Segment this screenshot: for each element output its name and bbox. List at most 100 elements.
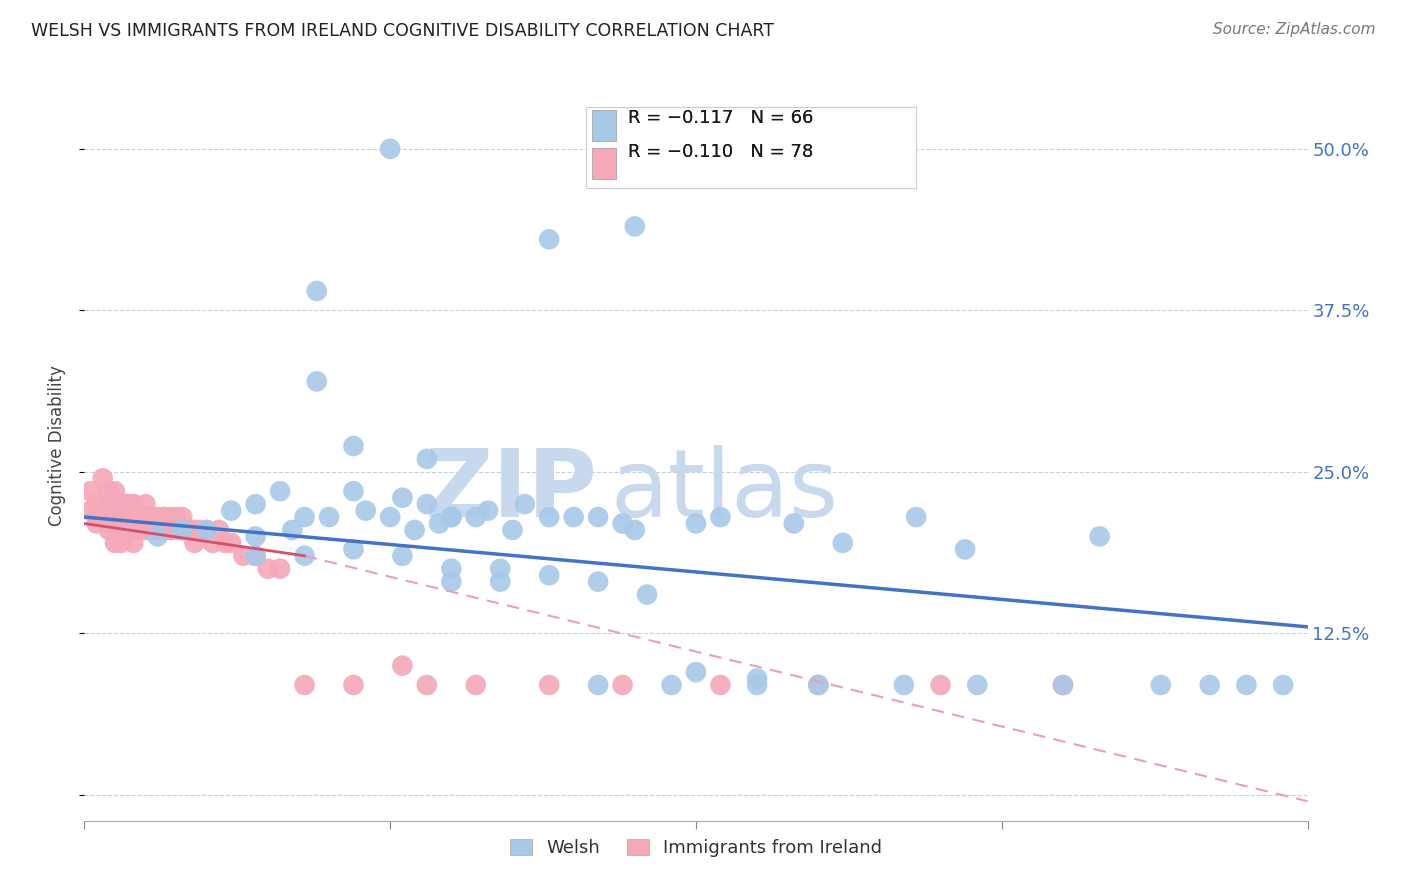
Point bbox=[201, 536, 224, 550]
Point bbox=[104, 510, 127, 524]
Point bbox=[661, 678, 683, 692]
Point bbox=[294, 510, 316, 524]
Point bbox=[97, 510, 120, 524]
Point bbox=[172, 523, 194, 537]
Point bbox=[281, 523, 304, 537]
Point bbox=[953, 542, 976, 557]
Point bbox=[342, 439, 364, 453]
Point bbox=[269, 484, 291, 499]
Point bbox=[153, 523, 176, 537]
Text: R = −0.117   N = 66: R = −0.117 N = 66 bbox=[628, 109, 814, 127]
Point bbox=[305, 375, 328, 389]
Point bbox=[135, 523, 157, 537]
Point bbox=[165, 523, 187, 537]
Point bbox=[342, 678, 364, 692]
Point bbox=[91, 510, 114, 524]
Text: Source: ZipAtlas.com: Source: ZipAtlas.com bbox=[1212, 22, 1375, 37]
Point bbox=[257, 562, 280, 576]
Point bbox=[141, 510, 163, 524]
Point bbox=[807, 678, 830, 692]
Point bbox=[245, 497, 267, 511]
Point bbox=[122, 510, 145, 524]
Text: R = −0.110   N = 78: R = −0.110 N = 78 bbox=[628, 143, 814, 161]
Point bbox=[342, 542, 364, 557]
Point bbox=[115, 497, 138, 511]
Point bbox=[190, 523, 212, 537]
Point bbox=[538, 510, 561, 524]
Point bbox=[79, 484, 101, 499]
Point bbox=[141, 510, 163, 524]
Point bbox=[122, 497, 145, 511]
Point bbox=[440, 562, 463, 576]
Point bbox=[208, 523, 231, 537]
Point bbox=[122, 523, 145, 537]
Point bbox=[440, 510, 463, 524]
Point bbox=[1150, 678, 1173, 692]
Point bbox=[146, 523, 169, 537]
Point bbox=[232, 549, 254, 563]
Point bbox=[177, 523, 200, 537]
Point bbox=[380, 142, 402, 156]
Point bbox=[214, 536, 236, 550]
Point bbox=[294, 678, 316, 692]
Point bbox=[110, 497, 132, 511]
Point bbox=[440, 510, 463, 524]
Point bbox=[685, 516, 707, 531]
Point bbox=[135, 510, 157, 524]
FancyBboxPatch shape bbox=[586, 107, 917, 188]
Point bbox=[929, 678, 952, 692]
Point bbox=[513, 497, 536, 511]
Point bbox=[391, 491, 413, 505]
Point bbox=[86, 516, 108, 531]
Text: WELSH VS IMMIGRANTS FROM IRELAND COGNITIVE DISABILITY CORRELATION CHART: WELSH VS IMMIGRANTS FROM IRELAND COGNITI… bbox=[31, 22, 773, 40]
Point bbox=[318, 510, 340, 524]
Point bbox=[1236, 678, 1258, 692]
Point bbox=[354, 503, 377, 517]
Point bbox=[183, 536, 205, 550]
Point bbox=[416, 451, 439, 466]
Point bbox=[807, 678, 830, 692]
Point bbox=[146, 523, 169, 537]
FancyBboxPatch shape bbox=[592, 148, 616, 178]
Point bbox=[104, 484, 127, 499]
Point bbox=[269, 562, 291, 576]
Legend: Welsh, Immigrants from Ireland: Welsh, Immigrants from Ireland bbox=[503, 831, 889, 864]
Point bbox=[747, 678, 769, 692]
Point bbox=[1088, 529, 1111, 543]
Point bbox=[477, 503, 499, 517]
Point bbox=[153, 510, 176, 524]
Point bbox=[159, 510, 181, 524]
Point bbox=[685, 665, 707, 679]
Point bbox=[97, 523, 120, 537]
Point bbox=[159, 523, 181, 537]
Point bbox=[219, 503, 242, 517]
Point bbox=[110, 523, 132, 537]
Point bbox=[538, 568, 561, 582]
Point bbox=[464, 678, 486, 692]
Y-axis label: Cognitive Disability: Cognitive Disability bbox=[48, 366, 66, 526]
Point bbox=[141, 523, 163, 537]
Point bbox=[404, 523, 426, 537]
Point bbox=[91, 471, 114, 485]
Point bbox=[391, 658, 413, 673]
Point bbox=[416, 678, 439, 692]
Point bbox=[122, 497, 145, 511]
Point bbox=[245, 529, 267, 543]
Point bbox=[159, 523, 181, 537]
Point bbox=[97, 497, 120, 511]
Point bbox=[380, 510, 402, 524]
Point bbox=[586, 574, 609, 589]
Point bbox=[146, 510, 169, 524]
Point bbox=[165, 510, 187, 524]
Point bbox=[104, 523, 127, 537]
Point bbox=[115, 510, 138, 524]
Point bbox=[172, 510, 194, 524]
Point bbox=[747, 672, 769, 686]
Point bbox=[905, 510, 928, 524]
Text: ZIP: ZIP bbox=[425, 445, 598, 537]
Point bbox=[153, 510, 176, 524]
Text: R = −0.110   N = 78: R = −0.110 N = 78 bbox=[628, 143, 814, 161]
Point bbox=[135, 497, 157, 511]
Point bbox=[831, 536, 853, 550]
Point bbox=[783, 516, 806, 531]
